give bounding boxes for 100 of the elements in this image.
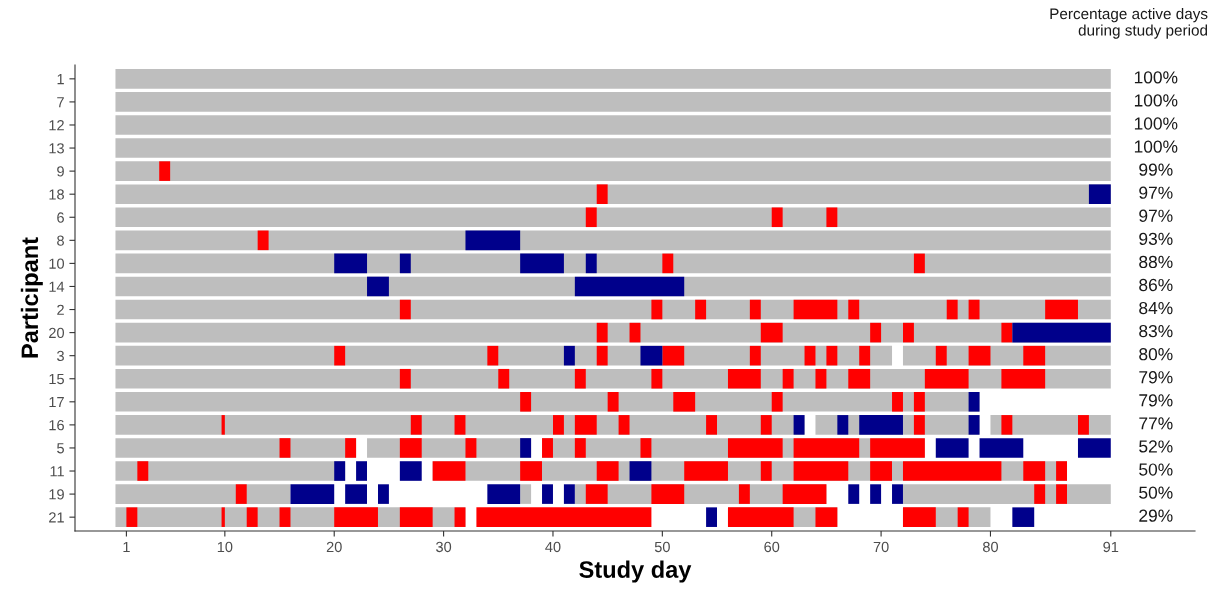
y-tick-label: 13	[49, 143, 64, 154]
bar	[520, 484, 532, 504]
bar	[115, 230, 1111, 251]
annotation: 84%	[1139, 301, 1173, 315]
bar	[377, 484, 389, 504]
bar	[629, 461, 652, 481]
annotation: 100%	[1134, 117, 1178, 130]
bar	[706, 415, 718, 435]
bar	[574, 368, 586, 389]
bar	[399, 461, 422, 481]
bar	[399, 507, 433, 527]
x-axis-title: Study day	[579, 560, 692, 583]
bar	[279, 507, 291, 527]
y-tick-label: 19	[49, 489, 64, 500]
annotation: 86%	[1139, 278, 1173, 292]
bar	[137, 461, 149, 481]
bar	[432, 461, 466, 481]
bar	[1023, 345, 1046, 366]
bar	[826, 345, 838, 366]
bar	[367, 276, 389, 297]
x-tick-label: 10	[217, 541, 233, 553]
bar	[815, 507, 838, 527]
bar	[870, 322, 882, 343]
bar	[574, 415, 597, 435]
bar	[706, 507, 718, 527]
annotation: 100%	[1134, 71, 1178, 84]
bar	[1077, 415, 1089, 435]
bar	[596, 345, 608, 366]
annotation: 79%	[1139, 394, 1173, 407]
bar	[235, 484, 247, 504]
bar	[520, 392, 532, 412]
bar	[892, 392, 903, 412]
bar	[498, 368, 510, 389]
bar	[1001, 322, 1013, 343]
bar	[1001, 368, 1046, 389]
bar	[771, 392, 783, 412]
bar	[345, 484, 368, 504]
bar	[1012, 322, 1111, 343]
bar	[257, 230, 269, 251]
annotation: 100%	[1134, 140, 1178, 153]
annotation: 50%	[1139, 486, 1173, 499]
bar	[115, 161, 1111, 181]
bar	[476, 507, 652, 527]
bar	[662, 345, 685, 366]
bar	[968, 299, 980, 320]
bar	[1088, 184, 1111, 204]
bar	[126, 507, 138, 527]
annotation: 77%	[1139, 417, 1173, 430]
bar	[334, 507, 378, 527]
bar	[563, 484, 575, 504]
bar	[727, 438, 783, 458]
bar	[870, 438, 925, 458]
bar	[957, 507, 969, 527]
bar	[1012, 507, 1035, 527]
bar	[673, 392, 696, 412]
bar	[848, 484, 860, 504]
bar	[782, 368, 794, 389]
y-tick-label: 17	[49, 397, 64, 408]
bar	[651, 299, 663, 320]
bar	[399, 368, 411, 389]
bar	[782, 484, 827, 504]
x-tick-label: 40	[545, 541, 561, 553]
bar	[727, 368, 761, 389]
annotation: 97%	[1139, 186, 1173, 199]
bar	[246, 507, 258, 527]
bar	[279, 438, 291, 458]
bar	[1056, 484, 1068, 504]
bar	[913, 415, 925, 435]
x-tick-label: 60	[764, 541, 780, 553]
annotation: 88%	[1139, 255, 1173, 269]
bar	[815, 368, 827, 389]
bar	[552, 415, 564, 435]
bar	[859, 415, 903, 435]
bar	[574, 438, 586, 458]
bar	[115, 138, 1111, 158]
annotation: 100%	[1134, 94, 1178, 107]
bar	[487, 484, 521, 504]
x-tick-label: 20	[326, 541, 342, 553]
bar	[870, 484, 882, 504]
annotation: 50%	[1139, 463, 1173, 476]
y-tick-label: 21	[49, 512, 64, 523]
bar	[793, 461, 849, 481]
bar	[596, 461, 619, 481]
bar	[465, 230, 521, 251]
bar	[1001, 415, 1013, 435]
bar	[574, 276, 685, 297]
bar	[1023, 461, 1046, 481]
x-tick-label: 50	[654, 541, 670, 553]
annotation: 79%	[1139, 371, 1173, 384]
bar	[979, 438, 1024, 458]
bar	[760, 415, 772, 435]
y-axis-title: Participant	[20, 237, 43, 358]
annotation: 29%	[1139, 509, 1173, 522]
bar	[221, 507, 225, 527]
bar	[826, 207, 838, 228]
y-tick-label: 8	[57, 235, 64, 246]
bar	[115, 484, 291, 504]
bar	[345, 438, 357, 458]
bar	[1045, 299, 1078, 320]
bar	[221, 415, 225, 435]
